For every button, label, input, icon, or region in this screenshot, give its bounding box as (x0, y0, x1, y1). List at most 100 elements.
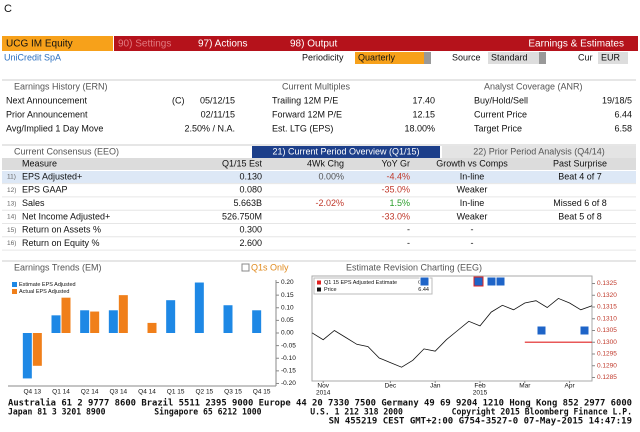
dropdown-arrow[interactable] (539, 52, 546, 64)
row-highlight (2, 171, 636, 183)
cell: 0.300 (239, 225, 262, 235)
y-tick-label: 0.1325 (597, 280, 617, 287)
cell: - (407, 225, 410, 235)
field-value: 18.00% (404, 123, 435, 133)
field-label: Current Price (474, 109, 527, 119)
field-value: 17.40 (412, 95, 435, 105)
y-tick-label: -0.10 (281, 355, 296, 362)
dropdown-arrow[interactable] (424, 52, 431, 64)
y-tick-label: 0.1285 (597, 374, 617, 381)
row-number: 16) (7, 240, 16, 247)
x-tick-label: Nov (317, 383, 329, 390)
y-tick-label: 0.1290 (597, 362, 617, 369)
cell: In-line (460, 198, 485, 208)
cell: Return on Equity % (22, 238, 100, 248)
table-header (2, 158, 636, 170)
legend-swatch (317, 287, 321, 292)
cell: 0.130 (239, 171, 262, 181)
y-tick-label: 0.1300 (597, 339, 617, 346)
x-tick-label: Q3 15 (224, 389, 242, 396)
revision-marker[interactable] (495, 276, 506, 287)
revision-marker[interactable] (473, 276, 484, 287)
estimate-revision-chart: 0.1325 0.1320 0.1315 0.1310 0.1305 0.1300 0.12… (311, 275, 617, 397)
cell: Weaker (457, 185, 488, 195)
company-name: UniCredit SpA (4, 52, 61, 62)
source-dropdown[interactable] (488, 52, 546, 64)
revision-marker[interactable] (579, 325, 590, 336)
legend-box (313, 277, 433, 295)
cell: Return on Assets % (22, 225, 101, 235)
tab[interactable]: 21) Current Period Overview (Q1/15) (272, 146, 419, 156)
revision-marker[interactable] (536, 325, 547, 336)
cell: EPS GAAP (22, 185, 68, 195)
bar (22, 333, 32, 379)
revision-marker[interactable] (486, 276, 497, 287)
column-header: Q1/15 Est (222, 158, 263, 168)
y-tick-label: 0.00 (281, 330, 294, 337)
field-value: 12.15 (412, 109, 435, 119)
x-tick-label: Q3 14 (109, 389, 127, 396)
periodicity[interactable]: Quarterly (358, 52, 396, 62)
tab[interactable]: 22) Prior Period Analysis (Q4/14) (473, 146, 605, 156)
footer-line: Japan 81 3 3201 8900 Singapore 65 6212 1… (8, 407, 632, 418)
bar (32, 333, 42, 366)
cell: Sales (22, 198, 45, 208)
legend-value: 6.44 (418, 287, 429, 293)
series-line (311, 297, 593, 368)
periodicity-dropdown[interactable] (355, 52, 431, 64)
tab-inactive[interactable] (442, 146, 636, 158)
code: C (4, 3, 12, 15)
chart-title: Estimate Revision Charting (EEG) (346, 262, 482, 272)
cell: 526.750M (222, 211, 262, 221)
column-header: Past Surprise (553, 158, 607, 168)
checkbox-label[interactable]: Q1s Only (251, 262, 289, 272)
cell: EPS Adjusted+ (22, 171, 82, 181)
earnings-trends-chart: 0.20 0.15 0.10 0.05 0.00 -0.05 -0.10 -0.15 -0.20… (8, 279, 296, 396)
x-tick-label: Q2 14 (81, 389, 99, 396)
menu-item[interactable]: 90) Settings (118, 39, 171, 50)
field-value: 05/12/15 (200, 95, 235, 105)
cell: 2.600 (239, 238, 262, 248)
y-tick-label: -0.05 (281, 342, 296, 349)
section-title: Analyst Coverage (ANR) (484, 81, 583, 91)
menu-item[interactable]: 97) Actions (198, 39, 247, 50)
revision-marker[interactable] (419, 276, 430, 287)
source[interactable]: Standard (491, 52, 528, 62)
section-title: Current Multiples (282, 81, 351, 91)
field-value: 19/18/5 (602, 95, 632, 105)
cur-dropdown[interactable] (598, 52, 628, 64)
cell: -33.0% (381, 211, 410, 221)
x-tick-label: Q1 15 (167, 389, 185, 396)
bar (108, 310, 118, 333)
y-tick-label: 0.15 (281, 292, 294, 299)
field-value: 02/11/15 (201, 109, 235, 119)
row-number: 12) (7, 187, 16, 194)
tab-active[interactable] (252, 146, 440, 158)
legend-swatch (317, 280, 321, 285)
row-number: 11) (7, 174, 16, 181)
field-label: Prior Announcement (6, 109, 88, 119)
security[interactable]: UCG IM Equity (6, 39, 73, 50)
menu-item[interactable]: 98) Output (290, 39, 337, 50)
x-tick-label: Q4 15 (253, 389, 271, 396)
field-label: Avg/Implied 1 Day Move (6, 123, 103, 133)
y-tick-label: 0.05 (281, 317, 294, 324)
chart-title: Earnings Trends (EM) (14, 262, 102, 272)
x-tick-label: Q2 15 (195, 389, 213, 396)
x-tick-label: Q4 14 (138, 389, 156, 396)
checkbox[interactable] (241, 263, 250, 272)
x-sublabel: 2014 (316, 390, 331, 397)
menu-bar (114, 36, 638, 51)
cell: -2.02% (315, 198, 344, 208)
x-tick-label: Q4 13 (23, 389, 41, 396)
cell: - (471, 225, 474, 235)
bar (51, 315, 61, 333)
cur[interactable]: EUR (601, 52, 621, 62)
y-tick-label: 0.1310 (597, 315, 617, 322)
y-tick-label: 0.20 (281, 279, 294, 286)
field-label: Target Price (474, 123, 522, 133)
section-title: Earnings History (ERN) (14, 81, 108, 91)
row-number: 14) (7, 214, 16, 221)
security-box[interactable] (2, 36, 113, 51)
